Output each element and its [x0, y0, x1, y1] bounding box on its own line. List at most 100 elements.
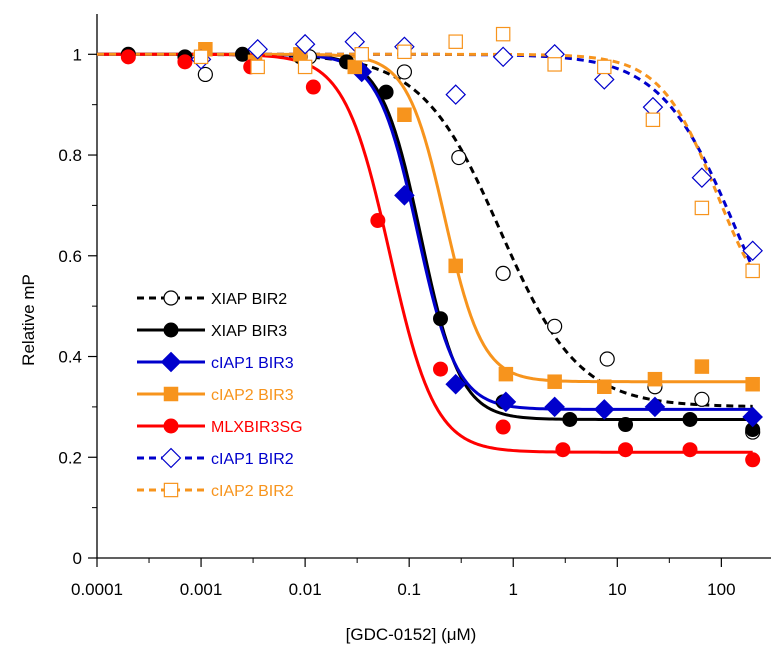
fit-curve-ciap1-bir2: [97, 52, 755, 269]
legend-label: cIAP1 BIR3: [211, 355, 294, 372]
data-point: [495, 391, 517, 413]
data-point: [597, 59, 612, 75]
y-tick-label: 0.6: [58, 247, 82, 266]
x-tick-label: 100: [707, 580, 735, 599]
legend-marker: [163, 482, 179, 498]
data-point: [445, 373, 467, 395]
data-point: [694, 359, 710, 374]
x-tick-label: 10: [608, 580, 627, 599]
data-point: [544, 396, 565, 418]
legend-marker: [163, 418, 179, 434]
data-point: [498, 366, 514, 382]
data-point: [297, 59, 313, 75]
data-point: [562, 411, 578, 427]
data-point: [547, 374, 562, 389]
legend-marker: [163, 322, 179, 338]
data-point: [599, 351, 615, 367]
x-axis-title: [GDC-0152] (μM): [346, 625, 477, 644]
data-point: [396, 64, 413, 80]
legend-label: XIAP BIR2: [211, 291, 287, 308]
data-point: [197, 66, 213, 83]
legend-marker: [163, 386, 179, 402]
series-ciap2-bir2: [193, 26, 760, 279]
y-tick-label: 0.4: [58, 348, 82, 367]
data-point: [495, 26, 511, 42]
x-axis: 0.0001 0.001 0.01 0.1 1 10 100: [71, 558, 736, 599]
data-point: [433, 361, 449, 377]
legend-label: XIAP BIR3: [211, 323, 287, 340]
data-point: [745, 376, 760, 392]
data-point: [694, 200, 710, 216]
data-point: [593, 399, 615, 420]
data-point: [597, 379, 612, 394]
series-ciap1-bir3: [351, 61, 763, 428]
plot-frame: [96, 14, 771, 559]
x-tick-label: 0.1: [397, 580, 421, 599]
data-point: [120, 49, 136, 65]
data-point: [354, 47, 369, 62]
data-point: [448, 258, 463, 274]
data-point: [397, 44, 412, 60]
data-point: [495, 265, 511, 282]
data-point: [250, 59, 265, 75]
data-point: [682, 442, 698, 458]
data-point: [347, 59, 363, 75]
legend: XIAP BIR2 XIAP BIR3 cIAP1 BIR3 cIAP2 BIR3 ML…: [137, 290, 303, 500]
data-point: [445, 84, 467, 105]
legend-marker: [160, 447, 182, 469]
data-point: [193, 49, 209, 65]
data-point: [745, 263, 760, 279]
legend-marker: [160, 351, 182, 373]
data-point: [593, 69, 615, 90]
y-tick-label: 0.2: [58, 448, 82, 467]
data-point: [547, 318, 563, 334]
data-point: [247, 38, 268, 60]
data-point: [644, 396, 666, 418]
data-point: [370, 213, 386, 229]
series-ciap1-bir2: [190, 31, 763, 262]
y-tick-label: 0: [73, 549, 82, 568]
y-axis: 0 0.2 0.4 0.6 0.8 1: [58, 45, 97, 568]
y-axis-title: Relative mP: [19, 274, 38, 366]
legend-label: cIAP2 BIR3: [211, 387, 294, 404]
data-point: [294, 33, 316, 55]
y-tick-label: 1: [73, 45, 82, 64]
y-tick-label: 0.8: [58, 146, 82, 165]
legend-marker: [163, 290, 179, 306]
x-tick-label: 0.0001: [71, 580, 123, 599]
data-point: [555, 442, 571, 458]
series-ciap2-bir3: [198, 42, 760, 394]
data-point: [451, 149, 467, 166]
x-tick-label: 1: [508, 580, 517, 599]
fit-curve-ciap2-bir2: [97, 52, 754, 272]
data-point: [305, 79, 321, 95]
data-point: [495, 419, 511, 435]
data-point: [618, 417, 634, 433]
data-point: [682, 411, 698, 427]
data-point: [547, 57, 562, 72]
data-point: [742, 240, 763, 262]
data-point: [645, 112, 661, 128]
series-mlxbir3sg: [120, 49, 761, 468]
data-point: [378, 84, 394, 100]
data-point: [694, 391, 710, 407]
data-point: [394, 185, 415, 206]
x-tick-label: 0.001: [180, 580, 223, 599]
data-point: [397, 107, 412, 122]
data-point: [618, 442, 634, 458]
legend-label: cIAP1 BIR2: [211, 451, 294, 468]
data-point: [433, 311, 449, 327]
data-point: [647, 371, 663, 387]
data-points: [120, 26, 763, 468]
data-point: [745, 452, 761, 468]
data-point: [691, 167, 713, 189]
x-tick-label: 0.01: [289, 580, 322, 599]
legend-label: cIAP2 BIR2: [211, 483, 294, 500]
data-point: [492, 46, 514, 68]
legend-label: MLXBIR3SG: [211, 419, 303, 436]
data-point: [177, 54, 193, 70]
data-point: [448, 34, 463, 49]
data-point: [234, 46, 250, 62]
data-point: [742, 406, 763, 428]
